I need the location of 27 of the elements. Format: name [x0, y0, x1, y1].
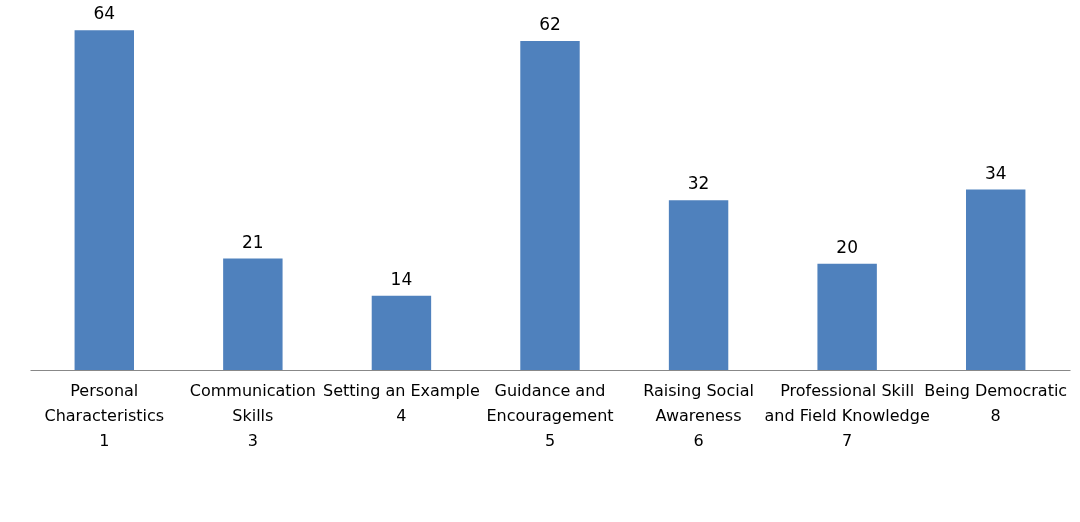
bar — [668, 200, 729, 370]
bar — [520, 40, 580, 370]
x-tick-label: Being Democratic — [924, 380, 1068, 400]
x-tick-label: Communication Skills — [189, 380, 316, 425]
bar — [371, 295, 432, 370]
data-label: 32 — [687, 173, 710, 194]
text: 5 — [544, 430, 556, 450]
bar — [223, 258, 283, 370]
x-tick-label: Raising Social Awareness — [643, 380, 754, 425]
bar — [74, 30, 134, 370]
data-label: 20 — [836, 236, 858, 257]
data-label: 64 — [93, 3, 116, 24]
text: 3 — [247, 430, 258, 450]
bar — [966, 189, 1026, 370]
data-label: 14 — [390, 268, 413, 289]
x-tick-label: Personal Characteristics — [44, 380, 165, 425]
text: 8 — [990, 405, 1001, 425]
data-label: 62 — [539, 13, 561, 34]
x-tick-label: Setting an Example — [323, 380, 480, 400]
text: 7 — [842, 430, 853, 450]
data-label: 34 — [984, 162, 1007, 183]
bar — [817, 263, 877, 370]
data-label: 21 — [242, 231, 264, 252]
x-tick-label: Guidance and Encouragement — [486, 380, 614, 425]
text: 1 — [99, 430, 110, 450]
text: 4 — [396, 405, 407, 425]
text: 6 — [693, 430, 704, 450]
